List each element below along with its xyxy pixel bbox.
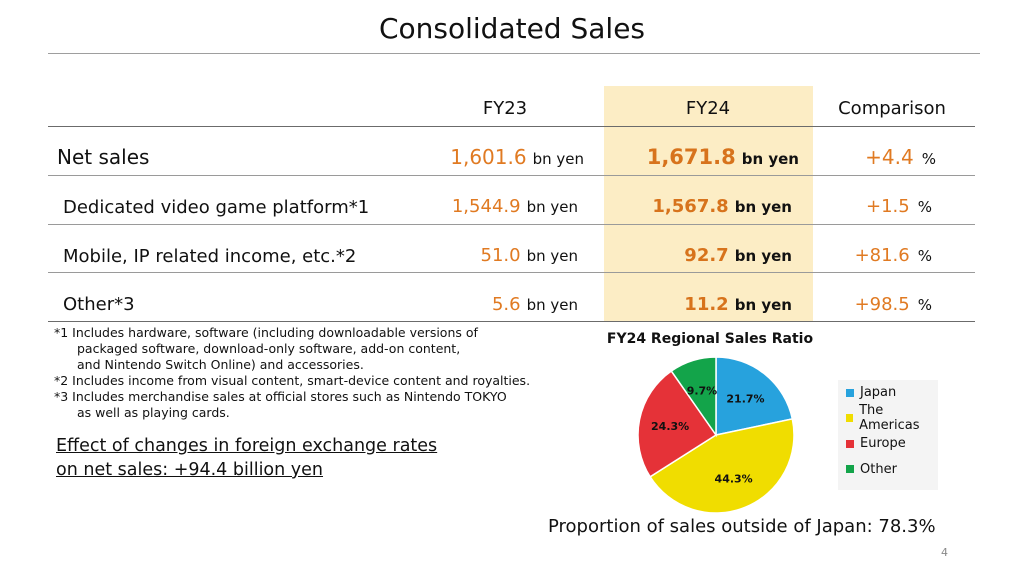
fy24-column-highlight xyxy=(604,86,813,322)
mobile-ip-comparison: +81.6% xyxy=(855,245,932,266)
mobile-ip-fy24: 92.7 bn yen xyxy=(684,245,792,266)
proportion-outside-japan: Proportion of sales outside of Japan: 78… xyxy=(548,516,936,537)
value: 51.0 xyxy=(480,245,521,266)
footnote-line: *2 Includes income from visual content, … xyxy=(54,373,531,388)
net-sales-comparison: +4.4% xyxy=(865,145,936,169)
table-bottom-rule xyxy=(48,321,975,322)
row-divider xyxy=(48,224,975,225)
pie-slice-other xyxy=(670,356,717,438)
value: +98.5 xyxy=(854,294,910,315)
page-title: Consolidated Sales xyxy=(378,12,646,45)
chart-title: FY24 Regional Sales Ratio xyxy=(606,331,814,347)
unit: bn yen xyxy=(526,198,578,216)
dedicated-platform-fy24: 1,567.8 bn yen xyxy=(652,196,792,217)
unit: % xyxy=(921,150,936,168)
pie-value-label: 24.3% xyxy=(651,420,689,433)
legend-item: The Americas xyxy=(838,403,938,434)
legend-label: Europe xyxy=(860,436,906,452)
value: +81.6 xyxy=(854,245,910,266)
legend-swatch xyxy=(846,414,854,423)
unit: % xyxy=(917,247,932,265)
header-comparison: Comparison xyxy=(838,98,946,119)
value: +4.4 xyxy=(865,145,914,169)
header-fy24: FY24 xyxy=(685,98,731,119)
unit: bn yen xyxy=(532,150,584,168)
other-fy23: 5.6 bn yen xyxy=(492,294,578,315)
legend-swatch xyxy=(846,465,854,474)
unit: % xyxy=(917,296,932,314)
unit: % xyxy=(917,198,932,216)
legend-swatch xyxy=(846,439,854,448)
footnote-line: *3 Includes merchandise sales at officia… xyxy=(54,389,507,404)
pie-value-label: 9.7% xyxy=(687,384,718,397)
value: 1,601.6 xyxy=(450,145,527,169)
legend-item: Japan xyxy=(838,380,938,406)
row-label-other: Other*3 xyxy=(63,294,135,315)
row-divider xyxy=(48,175,975,176)
title-divider xyxy=(48,53,980,54)
value: 1,671.8 xyxy=(646,145,736,169)
pie-slice-the-americas xyxy=(649,418,795,514)
page-number: 4 xyxy=(941,546,948,559)
fx-effect-note: Effect of changes in foreign exchange ra… xyxy=(56,434,437,482)
row-label-net-sales: Net sales xyxy=(57,145,150,169)
value: 1,567.8 xyxy=(652,196,729,217)
footnotes: *1 Includes hardware, software (includin… xyxy=(54,325,574,421)
dedicated-platform-comparison: +1.5% xyxy=(866,196,932,217)
regional-sales-pie-chart: 21.7% 44.3% 24.3% 9.7% xyxy=(637,356,795,514)
net-sales-fy24: 1,671.8 bn yen xyxy=(647,145,799,169)
legend-label: Other xyxy=(860,461,897,477)
row-label-dedicated-platform: Dedicated video game platform*1 xyxy=(63,197,370,218)
unit: bn yen xyxy=(526,296,578,314)
unit: bn yen xyxy=(741,150,799,168)
legend-label: Japan xyxy=(860,385,897,401)
chart-legend: Japan The Americas Europe Other xyxy=(838,380,938,490)
net-sales-fy23: 1,601.6 bn yen xyxy=(450,145,584,169)
other-fy24: 11.2 bn yen xyxy=(684,294,792,315)
row-divider xyxy=(48,272,975,273)
pie-value-label: 44.3% xyxy=(715,472,753,485)
unit: bn yen xyxy=(734,247,792,265)
pie-value-label: 21.7% xyxy=(726,393,764,406)
value: 1,544.9 xyxy=(451,196,521,217)
unit: bn yen xyxy=(734,296,792,314)
legend-item: Other xyxy=(838,457,938,483)
row-label-mobile-ip: Mobile, IP related income, etc.*2 xyxy=(63,246,357,267)
header-fy23: FY23 xyxy=(482,98,528,119)
table-header-rule xyxy=(48,126,975,127)
dedicated-platform-fy23: 1,544.9 bn yen xyxy=(452,196,578,217)
legend-swatch xyxy=(846,388,854,397)
pie-slice-europe xyxy=(637,369,718,478)
other-comparison: +98.5% xyxy=(855,294,932,315)
pie-slice-japan xyxy=(715,356,794,436)
footnote-line: *1 Includes hardware, software (includin… xyxy=(54,325,478,340)
value: +1.5 xyxy=(866,196,910,217)
footnote-line: and Nintendo Switch Online) and accessor… xyxy=(77,357,364,372)
footnote-line: packaged software, download-only softwar… xyxy=(77,341,461,356)
fx-effect-line: Effect of changes in foreign exchange ra… xyxy=(56,436,438,456)
value: 11.2 xyxy=(684,294,729,315)
unit: bn yen xyxy=(734,198,792,216)
value: 5.6 xyxy=(491,294,521,315)
footnote-line: as well as playing cards. xyxy=(77,405,230,420)
legend-item: Europe xyxy=(838,431,938,457)
value: 92.7 xyxy=(684,245,729,266)
fx-effect-line: on net sales: +94.4 billion yen xyxy=(56,460,324,480)
legend-label: The Americas xyxy=(859,403,920,434)
unit: bn yen xyxy=(526,247,578,265)
mobile-ip-fy23: 51.0 bn yen xyxy=(481,245,579,266)
